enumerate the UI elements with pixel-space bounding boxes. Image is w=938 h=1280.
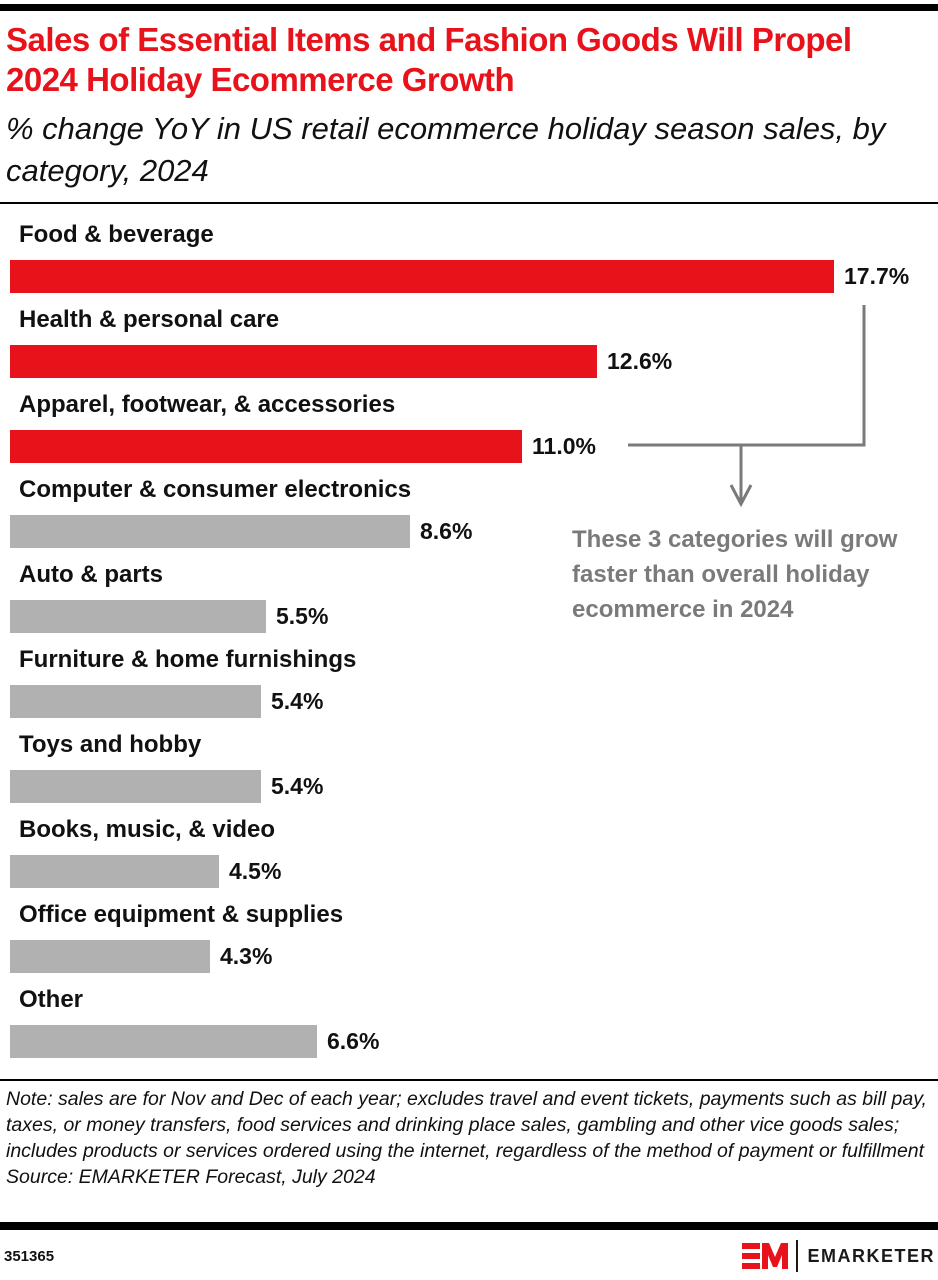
- bar: [10, 260, 834, 293]
- value-label: 8.6%: [420, 518, 473, 544]
- chart-subtitle: % change YoY in US retail ecommerce holi…: [6, 111, 886, 188]
- value-label: 5.5%: [276, 603, 329, 629]
- value-label: 12.6%: [607, 348, 673, 374]
- value-label: 6.6%: [327, 1028, 380, 1054]
- bar: [10, 515, 410, 548]
- bar: [10, 685, 261, 718]
- category-label: Furniture & home furnishings: [19, 646, 357, 673]
- bottom-border: [0, 1222, 938, 1230]
- chart-id: 351365: [4, 1248, 55, 1265]
- category-label: Health & personal care: [19, 306, 280, 333]
- category-label: Auto & parts: [19, 561, 163, 588]
- bar-chart: These 3 categories will grow faster than…: [0, 204, 938, 1079]
- note-text: Note: sales are for Nov and Dec of each …: [6, 1088, 927, 1162]
- bar: [10, 345, 597, 378]
- value-label: 5.4%: [271, 688, 324, 714]
- category-label: Books, music, & video: [19, 816, 276, 843]
- bar: [10, 1025, 317, 1058]
- category-label: Computer & consumer electronics: [19, 476, 412, 503]
- value-label: 4.3%: [220, 943, 273, 969]
- category-label: Other: [19, 986, 84, 1013]
- category-label: Apparel, footwear, & accessories: [19, 391, 396, 418]
- value-label: 17.7%: [844, 263, 910, 289]
- footer-divider: [0, 1079, 938, 1081]
- em-logo-icon: [742, 1243, 788, 1269]
- category-label: Office equipment & supplies: [19, 901, 344, 928]
- source-text: Source: EMARKETER Forecast, July 2024: [6, 1166, 376, 1188]
- logo-separator: [796, 1240, 798, 1272]
- category-label: Toys and hobby: [19, 731, 202, 758]
- bar: [10, 600, 266, 633]
- header-divider: [0, 202, 938, 204]
- value-label: 4.5%: [229, 858, 282, 884]
- bar: [10, 940, 210, 973]
- top-border: [0, 4, 938, 11]
- emarketer-logo: EMARKETER: [742, 1239, 935, 1273]
- annotation-text: These 3 categories will grow faster than…: [572, 526, 898, 623]
- bar: [10, 430, 522, 463]
- value-label: 11.0%: [532, 433, 596, 459]
- footnote: Note: sales are for Nov and Dec of each …: [6, 1086, 932, 1190]
- bar: [10, 770, 261, 803]
- arrow-head-icon: [729, 484, 753, 508]
- logo-wordmark: EMARKETER: [807, 1245, 936, 1266]
- value-label: 5.4%: [271, 773, 324, 799]
- bar: [10, 855, 219, 888]
- category-label: Food & beverage: [19, 221, 214, 248]
- chart-title: Sales of Essential Items and Fashion Goo…: [6, 21, 852, 98]
